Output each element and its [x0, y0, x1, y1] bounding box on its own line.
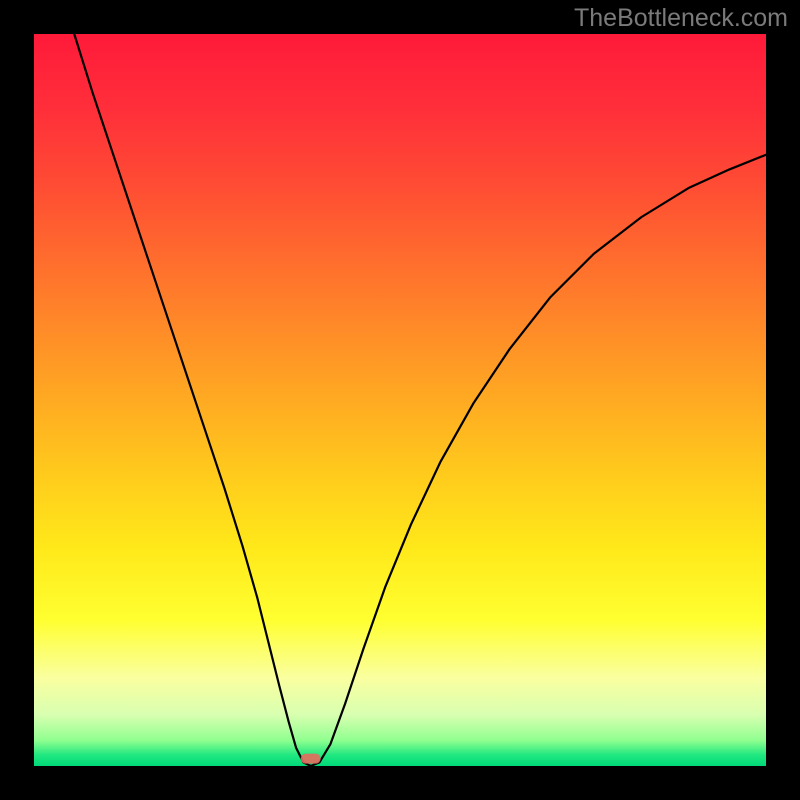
chart-container: TheBottleneck.com — [0, 0, 800, 800]
optimal-point-marker — [301, 754, 321, 764]
bottleneck-chart — [0, 0, 800, 800]
watermark-text: TheBottleneck.com — [574, 4, 788, 33]
plot-background-gradient — [34, 34, 766, 766]
